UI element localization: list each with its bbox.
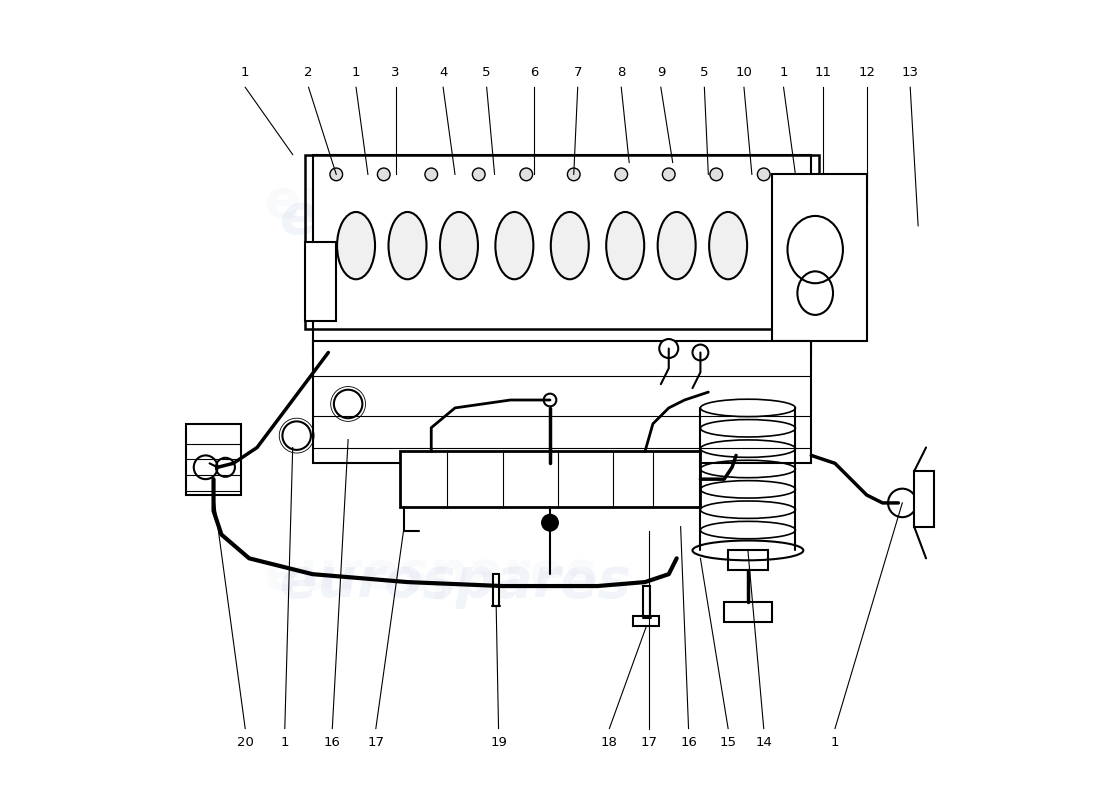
Text: 16: 16 (323, 737, 341, 750)
Circle shape (542, 514, 558, 530)
Text: 1: 1 (830, 737, 839, 750)
Bar (305, 242, 337, 321)
Text: 1: 1 (241, 66, 250, 79)
Bar (634, 616, 659, 626)
Text: 1: 1 (779, 66, 788, 79)
Circle shape (758, 168, 770, 181)
Ellipse shape (551, 212, 588, 279)
Circle shape (615, 168, 628, 181)
Ellipse shape (658, 212, 695, 279)
Text: 2: 2 (305, 66, 312, 79)
Ellipse shape (388, 212, 427, 279)
Bar (305, 154, 820, 329)
Circle shape (568, 168, 580, 181)
Ellipse shape (337, 212, 375, 279)
Bar (644, 586, 650, 618)
Text: 11: 11 (815, 66, 832, 79)
Bar (186, 424, 241, 495)
Circle shape (377, 168, 390, 181)
Text: 6: 6 (530, 66, 538, 79)
Text: 20: 20 (236, 737, 254, 750)
Circle shape (662, 168, 675, 181)
Bar (772, 174, 867, 341)
Text: 17: 17 (640, 737, 658, 750)
Ellipse shape (495, 212, 534, 279)
Text: eurospares: eurospares (279, 191, 630, 245)
Text: 19: 19 (491, 737, 507, 750)
Text: 10: 10 (736, 66, 752, 79)
Bar (399, 451, 701, 507)
Circle shape (520, 168, 532, 181)
Ellipse shape (606, 212, 645, 279)
Circle shape (472, 168, 485, 181)
Text: 8: 8 (617, 66, 626, 79)
Text: 15: 15 (719, 737, 737, 750)
Bar (493, 574, 499, 606)
Circle shape (330, 168, 342, 181)
Text: eurospares: eurospares (279, 555, 630, 609)
Text: 1: 1 (280, 737, 289, 750)
Ellipse shape (693, 541, 803, 560)
Bar (914, 471, 934, 526)
Bar (724, 602, 772, 622)
Circle shape (710, 168, 723, 181)
Ellipse shape (710, 212, 747, 279)
Bar (312, 341, 812, 463)
Text: 9: 9 (657, 66, 665, 79)
Text: 14: 14 (756, 737, 772, 750)
Text: 7: 7 (573, 66, 582, 79)
Text: 1: 1 (352, 66, 361, 79)
Bar (728, 550, 768, 570)
Text: 17: 17 (367, 737, 384, 750)
Bar (312, 154, 812, 353)
Text: eurospares: eurospares (265, 548, 597, 600)
Circle shape (659, 339, 679, 358)
Text: 3: 3 (392, 66, 400, 79)
Text: 12: 12 (858, 66, 876, 79)
Text: eurospares: eurospares (265, 176, 597, 228)
Circle shape (425, 168, 438, 181)
Text: 5: 5 (700, 66, 708, 79)
Text: 5: 5 (483, 66, 491, 79)
Text: 4: 4 (439, 66, 448, 79)
Text: 18: 18 (601, 737, 618, 750)
Text: 16: 16 (680, 737, 697, 750)
Ellipse shape (440, 212, 478, 279)
Text: 13: 13 (902, 66, 918, 79)
